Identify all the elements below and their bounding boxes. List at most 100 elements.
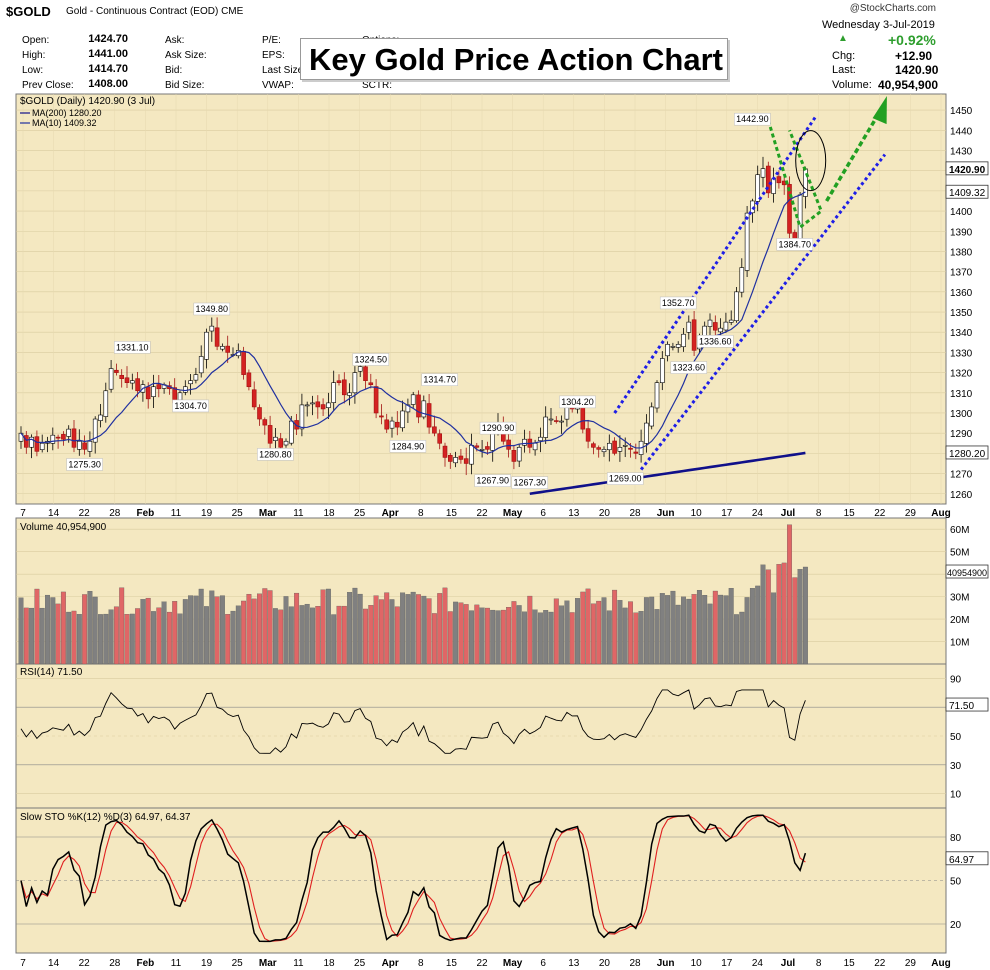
candle-body [776, 176, 782, 184]
candle-body [61, 434, 66, 440]
candle-body [225, 345, 230, 353]
candle-body [760, 168, 766, 178]
x-tick-label: 8 [816, 508, 822, 519]
volume-bar [612, 589, 618, 665]
volume-bar [691, 594, 697, 665]
y-tick-label: 1430 [950, 146, 973, 157]
candle-body [209, 325, 215, 332]
candle-body [373, 386, 379, 414]
y-tick-label: 90 [950, 674, 962, 685]
volume-bar [177, 613, 183, 665]
candle-body [204, 331, 209, 360]
volume-bar [71, 610, 77, 665]
volume-bar [744, 597, 750, 665]
volume-bar [781, 562, 787, 665]
x-tick-label: 25 [354, 508, 366, 519]
stochastic-k-line [20, 814, 807, 943]
volume-bar [670, 590, 676, 665]
candle-body [442, 445, 448, 458]
volume-bar [431, 613, 437, 665]
price-annotation: 1384.70 [779, 239, 812, 249]
volume-bar [145, 597, 151, 665]
candle-body [273, 436, 278, 441]
candle-body [50, 434, 56, 444]
candle-body [548, 418, 554, 421]
volume-bar [527, 595, 533, 665]
candle-body [479, 449, 485, 451]
x-tick-label: 22 [79, 958, 91, 969]
candle-body [649, 406, 655, 427]
volume-bar [241, 600, 247, 665]
price-annotation: 1267.90 [476, 476, 509, 486]
y-tick-label: 1340 [950, 328, 973, 339]
rsi-legend: RSI(14) 71.50 [20, 667, 83, 678]
candle-body [384, 419, 390, 430]
price-tag-label: 1280.20 [949, 449, 986, 460]
volume-bar [532, 609, 538, 665]
volume-bar [389, 599, 395, 665]
candle-body [538, 436, 543, 442]
y-tick-label: 1300 [950, 409, 973, 420]
breakout-arrow [825, 111, 882, 202]
candle-body [654, 382, 660, 409]
chart-title: Key Gold Price Action Chart [300, 38, 728, 80]
annotation-box [606, 472, 644, 485]
candle-body [183, 386, 188, 393]
volume-bar [511, 601, 517, 665]
volume-bar [29, 607, 35, 665]
candle-body [511, 450, 517, 462]
y-tick-label: 1400 [950, 207, 973, 218]
volume-bar [622, 607, 628, 665]
x-tick-label: Mar [259, 958, 277, 969]
quote-label: Open: [22, 35, 50, 46]
candle-body [612, 440, 617, 454]
candle-body [506, 439, 511, 450]
candle-body [193, 374, 199, 381]
x-tick-label: Jul [781, 508, 796, 519]
volume-bar [331, 614, 337, 665]
volume-bar [394, 606, 400, 665]
volume-bar [347, 592, 353, 665]
volume-value: 40,954,900 [878, 78, 939, 92]
symbol-label: $GOLD [6, 4, 51, 19]
volume-bar [39, 607, 45, 665]
y-tick-label: 50M [950, 548, 969, 559]
volume-bar [479, 607, 485, 665]
candle-body [87, 440, 93, 452]
candle-body [755, 174, 761, 202]
volume-bar [681, 596, 686, 665]
volume-bar [108, 609, 114, 665]
ma10-line [20, 191, 806, 454]
volume-bar [426, 598, 432, 665]
x-tick-label: 11 [293, 508, 304, 519]
volume-bar [463, 604, 469, 665]
volume-bar [585, 588, 591, 665]
candle-body [220, 346, 225, 350]
candle-body [283, 440, 289, 446]
candle-body [29, 436, 34, 448]
volume-bar [686, 598, 692, 665]
volume-bar [548, 611, 554, 665]
volume-legend: Volume 40,954,900 [20, 522, 107, 533]
candle-body [39, 442, 45, 450]
candle-body [156, 384, 162, 390]
candle-body [585, 428, 591, 442]
y-tick-label: 10 [950, 790, 962, 801]
quote-label: Low: [22, 65, 44, 76]
annotation-box [697, 335, 734, 348]
price-annotation: 1290.90 [482, 423, 515, 433]
candle-body [469, 444, 474, 465]
arrow-head-icon [872, 95, 887, 125]
y-tick-label: 30 [950, 761, 962, 772]
volume-bar [755, 585, 761, 665]
x-tick-label: 18 [323, 958, 335, 969]
price-panel [15, 93, 947, 505]
candle-body [341, 379, 347, 396]
candle-body [92, 418, 98, 443]
candle-body [686, 321, 692, 333]
volume-bar [718, 594, 724, 665]
candle-body [71, 428, 77, 448]
candle-body [98, 414, 103, 421]
volume-bar [378, 599, 384, 665]
annotation-box [389, 440, 427, 453]
